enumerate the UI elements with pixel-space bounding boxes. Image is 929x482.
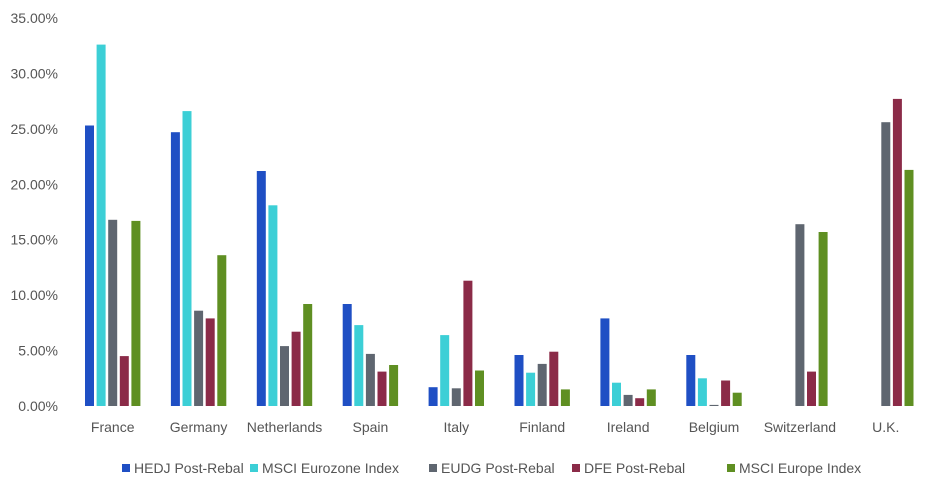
bars	[85, 44, 914, 407]
legend-label: DFE Post-Rebal	[584, 460, 685, 476]
legend: HEDJ Post-Rebal MSCI Eurozone Index EUDG P…	[122, 460, 861, 476]
bar-germany-series-2	[194, 310, 204, 406]
bar-france-series-3	[119, 356, 129, 406]
y-axis: 0.00% 5.00% 10.00% 15.00% 20.00% 25.00% 30.00%…	[11, 10, 58, 414]
x-category-label: Spain	[352, 419, 388, 435]
x-category-label: Finland	[519, 419, 565, 435]
bar-ireland-series-2	[623, 394, 633, 406]
bar-france-series-0	[85, 125, 94, 406]
y-tick-label: 5.00%	[18, 343, 58, 359]
bar-switzerland-series-2	[795, 224, 805, 406]
y-tick-label: 25.00%	[11, 121, 58, 137]
bar-spain-series-3	[377, 371, 387, 406]
bar-spain-series-0	[342, 304, 352, 406]
bar-spain-series-1	[354, 325, 364, 406]
x-category-label: U.K.	[872, 419, 899, 435]
bar-belgium-series-1	[697, 378, 707, 406]
bar-italy-series-1	[440, 335, 450, 406]
bar-belgium-series-2	[709, 404, 719, 406]
bar-italy-series-3	[463, 280, 473, 406]
legend-swatch	[122, 464, 130, 472]
bar-finland-series-4	[560, 389, 570, 406]
bar-netherlands-series-2	[280, 346, 289, 406]
bar-uk-series-4	[904, 169, 914, 406]
bar-netherlands-series-0	[256, 171, 266, 406]
bar-germany-series-1	[182, 111, 192, 406]
legend-swatch	[250, 464, 258, 472]
y-tick-label: 35.00%	[11, 10, 58, 26]
bar-spain-series-4	[389, 365, 399, 406]
bar-netherlands-series-1	[268, 205, 278, 406]
legend-swatch	[572, 464, 580, 472]
y-tick-label: 20.00%	[11, 176, 58, 192]
bar-italy-series-4	[475, 370, 484, 406]
bar-finland-series-0	[514, 355, 524, 406]
bar-belgium-series-4	[732, 392, 742, 406]
x-category-label: France	[91, 419, 135, 435]
bar-germany-series-3	[205, 318, 215, 406]
bar-germany-series-4	[217, 255, 227, 406]
bar-uk-series-3	[892, 98, 902, 407]
bar-belgium-series-3	[721, 380, 731, 406]
legend-label: MSCI Europe Index	[739, 460, 861, 476]
x-category-label: Germany	[170, 419, 228, 435]
legend-swatch	[727, 464, 735, 472]
x-category-label: Netherlands	[247, 419, 323, 435]
bar-finland-series-1	[526, 372, 536, 406]
x-axis: France Germany Netherlands Spain Italy Finlan…	[91, 419, 900, 435]
bar-france-series-2	[108, 219, 118, 406]
bar-germany-series-0	[170, 132, 180, 406]
bar-switzerland-series-4	[818, 232, 828, 406]
bar-ireland-series-4	[646, 389, 656, 406]
y-tick-label: 30.00%	[11, 65, 58, 81]
y-tick-label: 0.00%	[18, 398, 58, 414]
legend-label: EUDG Post-Rebal	[441, 460, 555, 476]
legend-swatch	[429, 464, 437, 472]
legend-label: HEDJ Post-Rebal	[134, 460, 244, 476]
bar-italy-series-2	[451, 388, 461, 406]
bar-uk-series-2	[881, 122, 891, 406]
x-category-label: Belgium	[689, 419, 740, 435]
bar-finland-series-3	[549, 351, 559, 406]
bar-netherlands-series-4	[303, 304, 313, 406]
bar-france-series-4	[131, 220, 141, 406]
x-category-label: Ireland	[607, 419, 650, 435]
bar-ireland-series-0	[600, 318, 610, 406]
y-tick-label: 10.00%	[11, 287, 58, 303]
bar-ireland-series-1	[612, 382, 621, 406]
bar-netherlands-series-3	[291, 331, 301, 406]
x-category-label: Italy	[443, 419, 469, 435]
y-tick-label: 15.00%	[11, 232, 58, 248]
bar-ireland-series-3	[635, 398, 645, 406]
bar-france-series-1	[96, 44, 106, 406]
bar-switzerland-series-3	[807, 371, 816, 406]
legend-label: MSCI Eurozone Index	[262, 460, 399, 476]
bar-spain-series-2	[365, 353, 375, 406]
bar-italy-series-0	[428, 387, 438, 406]
bar-finland-series-2	[537, 363, 547, 406]
x-category-label: Switzerland	[764, 419, 836, 435]
bar-belgium-series-0	[686, 355, 696, 406]
